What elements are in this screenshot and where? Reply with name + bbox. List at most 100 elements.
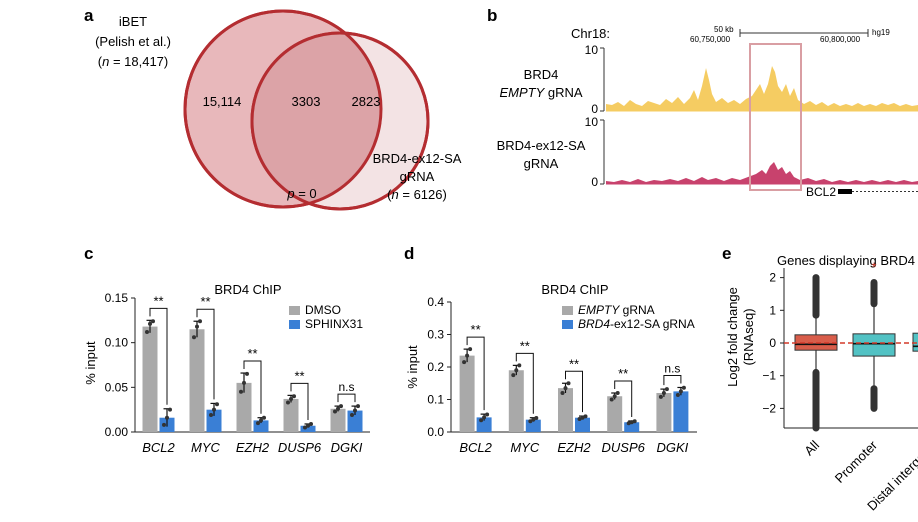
- data-point: [289, 396, 293, 401]
- x-tick-label: MYC: [191, 440, 221, 455]
- legend-c-label-dmso: DMSO: [305, 303, 341, 317]
- significance-label: n.s: [338, 380, 354, 394]
- significance-bracket: [565, 370, 583, 413]
- track2-signal: [606, 162, 918, 184]
- data-point: [511, 373, 516, 378]
- scale-label: 50 kb: [714, 25, 734, 34]
- data-point: [514, 368, 519, 373]
- data-point: [195, 324, 199, 329]
- track1-signal: [606, 66, 918, 111]
- bar: [283, 398, 299, 432]
- track1-name: BRD4: [524, 67, 559, 82]
- bar: [300, 425, 316, 432]
- x-tick-label: DUSP6: [278, 440, 322, 455]
- significance-label: **: [618, 366, 628, 381]
- legend-c-label-sphinx31: SPHINX31: [305, 317, 363, 331]
- data-point: [333, 409, 337, 414]
- data-point: [658, 394, 663, 399]
- data-point: [350, 413, 354, 418]
- data-point: [609, 397, 614, 402]
- data-point: [168, 407, 172, 412]
- data-point: [632, 419, 637, 424]
- y-tick-label: 1: [769, 303, 776, 317]
- bcl2-highlight-box: [749, 43, 802, 191]
- y-tick-label: 2: [769, 271, 776, 285]
- track1-ymax: 10: [585, 43, 599, 57]
- data-point: [583, 414, 588, 419]
- venn-only-ibet: 15,114: [203, 94, 242, 109]
- x-tick-label: All: [801, 437, 822, 458]
- chart-e-ylabel-line1: Log2 fold change: [725, 287, 740, 387]
- bar: [236, 382, 252, 432]
- data-point: [198, 319, 202, 324]
- data-point: [577, 417, 582, 421]
- data-point: [482, 415, 487, 420]
- x-tick-label: EZH2: [557, 440, 591, 455]
- data-point: [242, 380, 246, 385]
- coord-right: 60,800,000: [820, 35, 861, 44]
- y-tick-label: 0.0: [427, 425, 444, 439]
- track2-ymax: 10: [585, 115, 599, 129]
- data-point: [678, 389, 683, 394]
- data-point: [256, 421, 260, 426]
- panel-d: d BRD4 ChIP % input 0.0 0.1 0.2 0.3 0.4 BCL2 *…: [404, 244, 697, 455]
- y-tick-label: 0.1: [427, 393, 444, 407]
- y-tick-label: 0.15: [105, 291, 129, 305]
- data-point: [286, 400, 290, 405]
- data-point: [534, 416, 539, 421]
- bar: [607, 396, 623, 432]
- significance-label: **: [247, 346, 257, 361]
- significance-label: n.s: [664, 361, 680, 375]
- panel-e-label: e: [722, 244, 731, 263]
- data-point: [151, 319, 155, 324]
- legend-d-label-empty: EMPTY gRNA: [578, 303, 655, 317]
- significance-bracket: [149, 307, 168, 405]
- data-point: [612, 394, 617, 399]
- venn-only-brd4: 2823: [352, 94, 381, 109]
- bar: [330, 408, 346, 432]
- x-tick-label: DGKI: [657, 440, 689, 455]
- genome-label: hg19: [872, 28, 890, 37]
- venn-outline-brd4: [250, 31, 430, 211]
- data-point: [145, 329, 149, 334]
- data-point: [215, 402, 219, 407]
- track2-ymin: 0: [591, 175, 598, 189]
- x-tick-label: BCL2: [459, 440, 492, 455]
- coord-left: 60,750,000: [690, 35, 731, 44]
- x-tick-label: DGKI: [331, 440, 363, 455]
- data-point: [560, 391, 565, 395]
- venn-overlap-count: 3303: [292, 94, 321, 109]
- set2-n: (n = 6126): [387, 187, 447, 202]
- chart-e-ylabel-line2: (RNAseq): [741, 308, 756, 365]
- data-point: [353, 408, 357, 413]
- bar: [673, 391, 689, 432]
- panel-a-label: a: [84, 6, 94, 25]
- y-tick-label: 0.05: [105, 380, 129, 394]
- legend-d-label-brd4: BRD4-ex12-SA gRNA: [578, 317, 695, 331]
- legend-c-swatch-dmso: [289, 306, 300, 315]
- data-point: [306, 423, 310, 428]
- track2-grna: gRNA: [524, 156, 559, 171]
- data-point: [485, 412, 490, 417]
- significance-bracket: [243, 360, 262, 414]
- panel-c-label: c: [84, 244, 93, 263]
- y-tick-label: 0.2: [427, 360, 444, 374]
- panel-b-label: b: [487, 6, 497, 25]
- bar: [189, 329, 205, 432]
- panel-a: a 15,114 3303 2823 iBET (Pelish et al.) …: [84, 6, 462, 211]
- data-point: [303, 425, 307, 430]
- y-tick-label: 0.00: [105, 425, 129, 439]
- set2-name: BRD4-ex12-SA: [373, 151, 462, 166]
- track2-name: BRD4-ex12-SA: [497, 138, 586, 153]
- significance-label: **: [153, 293, 163, 308]
- data-point: [528, 419, 533, 424]
- bar: [558, 388, 573, 432]
- chart-c-ylabel: % input: [83, 341, 98, 385]
- data-point: [675, 392, 680, 397]
- significance-bracket: [663, 374, 682, 386]
- y-tick-label: 0.4: [427, 295, 444, 309]
- data-point: [292, 394, 296, 399]
- significance-label: **: [471, 322, 481, 337]
- x-tick-label: MYC: [510, 440, 540, 455]
- data-point: [629, 420, 634, 425]
